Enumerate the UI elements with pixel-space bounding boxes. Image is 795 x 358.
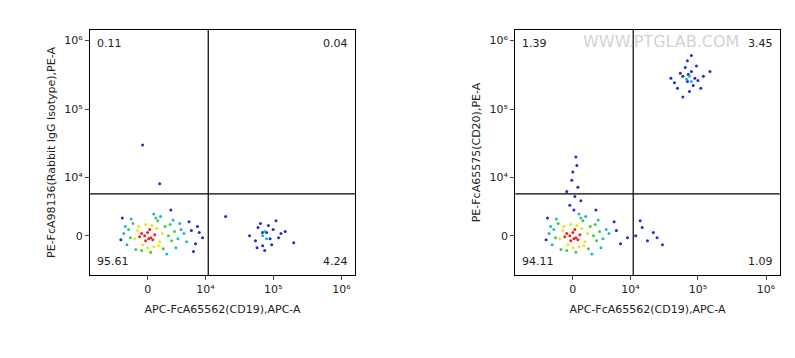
- svg-text:0: 0: [144, 283, 151, 296]
- svg-text:APC-FcA65562(CD19),APC-A: APC-FcA65562(CD19),APC-A: [145, 303, 301, 316]
- svg-text:4.24: 4.24: [323, 255, 348, 268]
- svg-text:10⁶: 10⁶: [332, 283, 351, 296]
- svg-text:1.39: 1.39: [522, 37, 547, 50]
- svg-text:10⁵: 10⁵: [490, 103, 508, 116]
- svg-text:0: 0: [501, 230, 508, 243]
- svg-text:95.61: 95.61: [97, 255, 129, 268]
- svg-text:10⁶: 10⁶: [757, 283, 776, 296]
- svg-text:94.11: 94.11: [522, 255, 554, 268]
- svg-text:10⁴: 10⁴: [196, 283, 215, 296]
- svg-text:10⁴: 10⁴: [490, 171, 509, 184]
- svg-text:1.09: 1.09: [748, 255, 773, 268]
- svg-text:10⁶: 10⁶: [64, 34, 83, 47]
- svg-text:10⁴: 10⁴: [64, 171, 83, 184]
- svg-text:WWW.PTGLAB.COM: WWW.PTGLAB.COM: [583, 32, 739, 51]
- svg-text:10⁵: 10⁵: [64, 103, 82, 116]
- svg-text:10⁴: 10⁴: [621, 283, 640, 296]
- svg-text:PE-FcA98136(Rabbit IgG Isotype: PE-FcA98136(Rabbit IgG Isotype),PE-A: [45, 47, 58, 258]
- svg-text:APC-FcA65562(CD19),APC-A: APC-FcA65562(CD19),APC-A: [570, 303, 726, 316]
- svg-text:3.45: 3.45: [748, 37, 773, 50]
- svg-text:0.11: 0.11: [97, 37, 122, 50]
- svg-text:0.04: 0.04: [323, 37, 348, 50]
- svg-text:10⁵: 10⁵: [264, 283, 282, 296]
- svg-text:PE-FcA65575(CD20),PE-A: PE-FcA65575(CD20),PE-A: [470, 82, 483, 222]
- svg-text:0: 0: [569, 283, 576, 296]
- svg-text:10⁵: 10⁵: [689, 283, 707, 296]
- svg-text:0: 0: [76, 230, 83, 243]
- svg-text:10⁶: 10⁶: [490, 34, 509, 47]
